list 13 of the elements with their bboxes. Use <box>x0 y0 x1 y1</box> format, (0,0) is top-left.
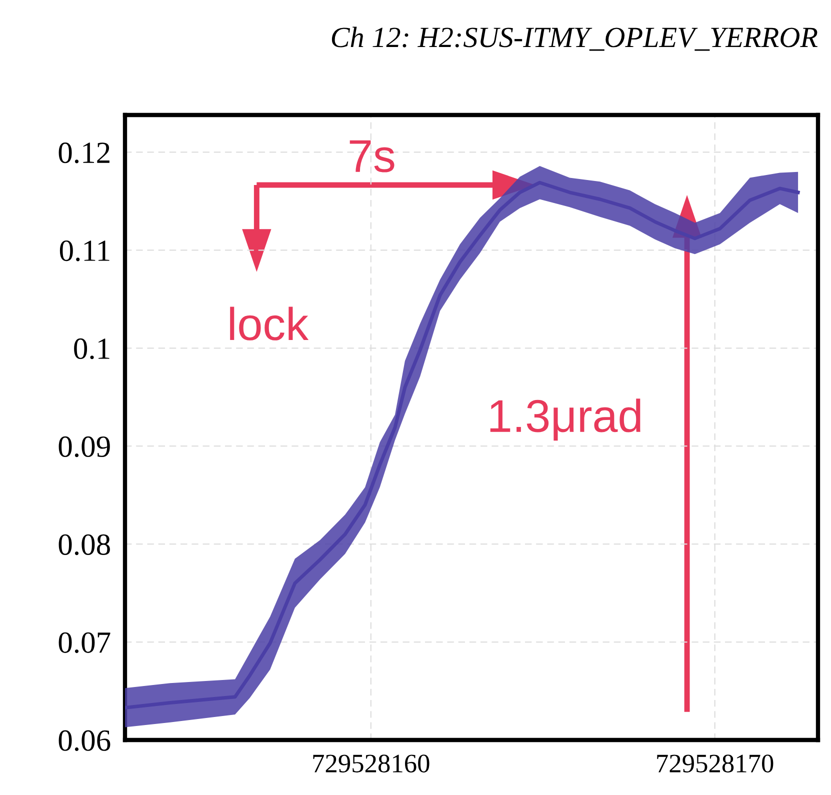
y-tick-label: 0.1 <box>74 338 110 360</box>
y-tick-label: 0.09 <box>58 436 110 458</box>
y-tick-label: 0.12 <box>58 142 110 164</box>
annotation: 1.3μrad <box>490 398 640 441</box>
annotation: lock <box>230 306 309 340</box>
y-tick-label: 0.08 <box>58 534 110 556</box>
y-tick-label: 0.06 <box>58 730 110 752</box>
chart-title: Ch 12: H2:SUS-ITMY_OPLEV_YERROR <box>332 26 818 51</box>
x-tick-label: 729528160 <box>313 754 430 772</box>
y-tick-label: 0.11 <box>60 240 110 262</box>
annotation: 7s <box>350 140 394 172</box>
y-tick-label: 0.07 <box>58 632 110 654</box>
x-tick-label: 729528170 <box>657 754 774 772</box>
